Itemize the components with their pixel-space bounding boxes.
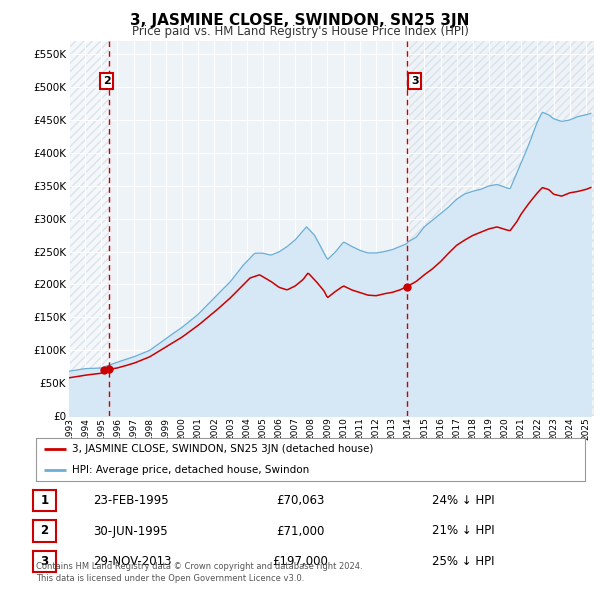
Text: 2: 2	[40, 525, 49, 537]
Bar	[407, 41, 594, 416]
Text: HPI: Average price, detached house, Swindon: HPI: Average price, detached house, Swin…	[71, 466, 309, 475]
Text: 25% ↓ HPI: 25% ↓ HPI	[432, 555, 494, 568]
Text: 21% ↓ HPI: 21% ↓ HPI	[432, 525, 494, 537]
Text: 24% ↓ HPI: 24% ↓ HPI	[432, 494, 494, 507]
Text: £197,000: £197,000	[272, 555, 328, 568]
Text: 1: 1	[40, 494, 49, 507]
Text: 3, JASMINE CLOSE, SWINDON, SN25 3JN: 3, JASMINE CLOSE, SWINDON, SN25 3JN	[130, 13, 470, 28]
Text: 2: 2	[103, 76, 110, 86]
Text: 3, JASMINE CLOSE, SWINDON, SN25 3JN (detached house): 3, JASMINE CLOSE, SWINDON, SN25 3JN (det…	[71, 444, 373, 454]
Text: Price paid vs. HM Land Registry's House Price Index (HPI): Price paid vs. HM Land Registry's House …	[131, 25, 469, 38]
Text: 30-JUN-1995: 30-JUN-1995	[93, 525, 167, 537]
Text: 3: 3	[411, 76, 419, 86]
Bar	[69, 41, 109, 416]
Text: 3: 3	[40, 555, 49, 568]
Text: Contains HM Land Registry data © Crown copyright and database right 2024.
This d: Contains HM Land Registry data © Crown c…	[36, 562, 362, 583]
Text: 23-FEB-1995: 23-FEB-1995	[93, 494, 169, 507]
Text: 29-NOV-2013: 29-NOV-2013	[93, 555, 172, 568]
Text: £71,000: £71,000	[276, 525, 324, 537]
Text: £70,063: £70,063	[276, 494, 324, 507]
